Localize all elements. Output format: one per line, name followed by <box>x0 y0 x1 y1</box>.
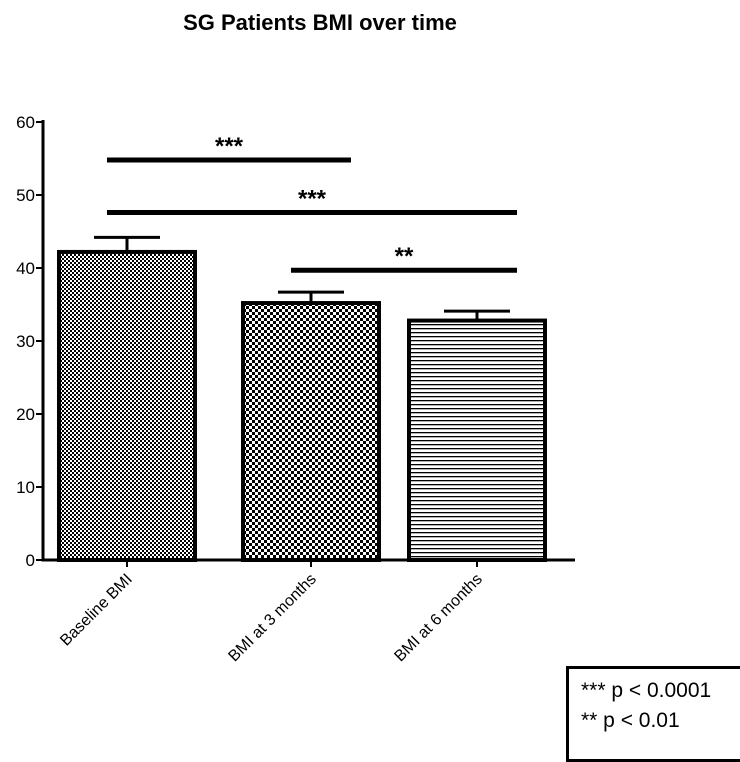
chart-title: SG Patients BMI over time <box>183 10 457 35</box>
legend-entry-0: *** p < 0.0001 <box>581 679 712 702</box>
bar <box>241 301 381 562</box>
x-tick-label: BMI at 3 months <box>225 571 319 665</box>
x-tick-label: BMI at 6 months <box>391 571 485 665</box>
bar <box>57 249 197 562</box>
significance-label: ** <box>395 243 414 270</box>
y-tick-label: 20 <box>16 405 35 424</box>
bar <box>407 318 547 562</box>
y-tick-label: 40 <box>16 259 35 278</box>
y-tick-label: 50 <box>16 186 35 205</box>
y-tick-label: 0 <box>26 551 35 570</box>
y-tick-label: 60 <box>16 113 35 132</box>
bars: Baseline BMI BMI at 3 months BMI at 6 mont… <box>57 235 547 665</box>
significance-label: *** <box>298 186 327 213</box>
y-tick-label: 10 <box>16 478 35 497</box>
y-tick-label: 30 <box>16 332 35 351</box>
legend-entry-1: ** p < 0.01 <box>581 709 680 732</box>
legend: *** p < 0.0001 ** p < 0.01 <box>566 666 740 762</box>
significance-brackets: ******** <box>107 133 517 273</box>
x-tick-label: Baseline BMI <box>57 571 136 650</box>
significance-label: *** <box>215 133 244 160</box>
bar-chart: 0 10 20 30 40 50 60 Baseline BMI BMI at 3 month… <box>16 113 575 665</box>
